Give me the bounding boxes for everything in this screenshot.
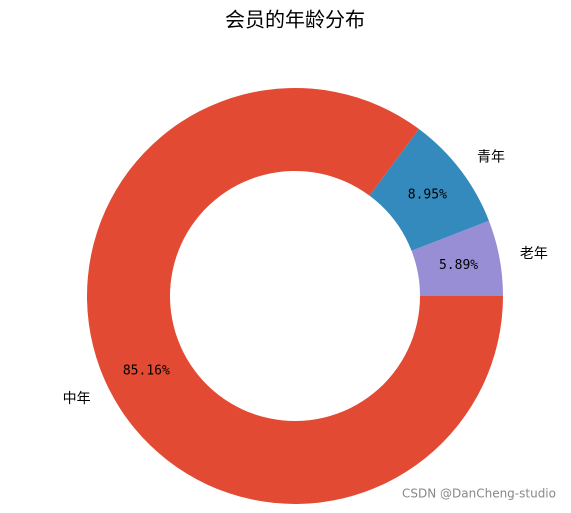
value-label: 85.16%	[123, 363, 170, 378]
watermark: CSDN @DanCheng-studio	[402, 487, 556, 501]
slice	[369, 128, 489, 251]
chart-title: 会员的年龄分布	[225, 8, 365, 32]
slice-label: 中年	[63, 391, 91, 407]
value-label: 8.95%	[408, 188, 447, 203]
slice	[411, 220, 503, 296]
slice	[87, 88, 504, 505]
slice-label: 青年	[477, 149, 505, 165]
slices	[87, 88, 504, 505]
slice-label: 老年	[520, 246, 548, 262]
value-label: 5.89%	[439, 258, 478, 273]
